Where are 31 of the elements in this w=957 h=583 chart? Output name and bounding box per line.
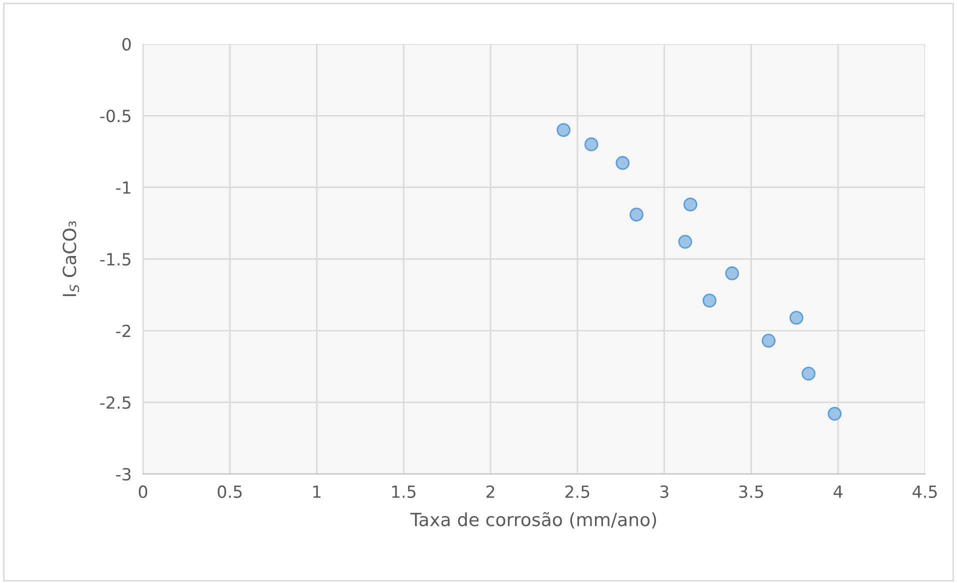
x-tick-label: 3: [660, 485, 668, 498]
point: [683, 198, 698, 212]
point: [702, 294, 716, 308]
y-tick-label: -2.5: [100, 396, 130, 409]
point: [630, 208, 644, 222]
point: [725, 266, 740, 280]
point: [678, 234, 692, 249]
y-tick-label: -3: [116, 468, 131, 481]
x-tick-label: 4: [834, 486, 842, 498]
y-tick-label: -2: [116, 324, 130, 337]
y-tick-label: 0: [122, 38, 131, 51]
x-tick-label: 2: [486, 485, 494, 498]
y-axis-title: I$_{S}$ CaCO₃: [62, 221, 80, 296]
point: [556, 123, 570, 137]
x-tick-label: 0: [138, 485, 148, 498]
x-tick-label: 2.5: [565, 485, 590, 498]
point: [762, 334, 776, 348]
point: [616, 156, 630, 170]
x-tick-label: 1.5: [392, 486, 416, 498]
y-tick-label: -1: [116, 182, 130, 194]
point: [828, 406, 842, 421]
point: [790, 310, 804, 325]
x-tick-label: 0.5: [218, 485, 242, 498]
point: [584, 137, 598, 152]
point: [802, 366, 816, 381]
x-tick-label: 4.5: [912, 486, 937, 498]
x-axis-title: Taxa de corrosão (mm/ano): [410, 512, 656, 528]
x-tick-label: 1: [313, 486, 321, 498]
y-tick-label: -1.5: [100, 253, 130, 266]
x-tick-label: 3.5: [739, 485, 764, 498]
y-tick-label: -0.5: [100, 110, 130, 122]
